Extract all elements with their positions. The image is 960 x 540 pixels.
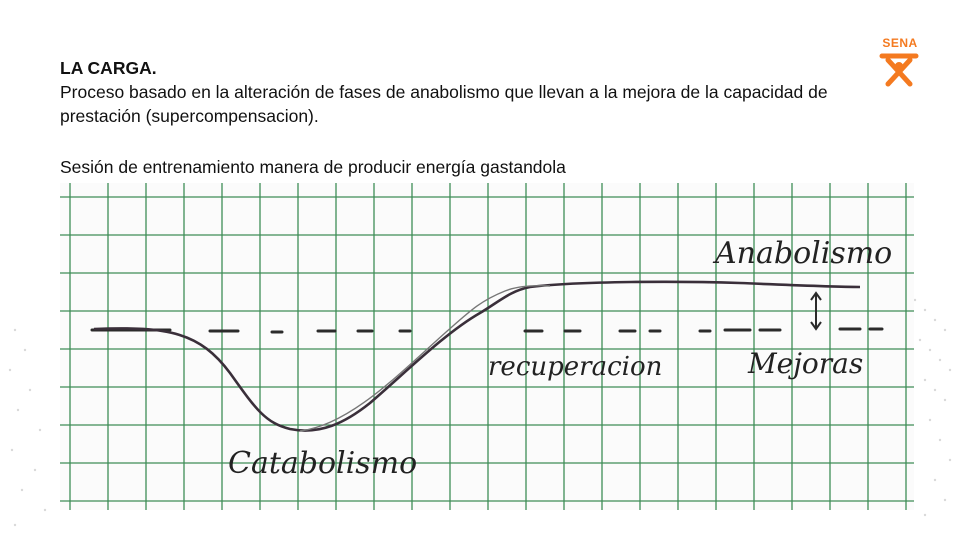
secondary-curve-stroke (299, 285, 551, 432)
label-anabolismo: Anabolismo (712, 236, 892, 271)
slide-subtitle: Sesión de entrenamiento manera de produc… (60, 157, 566, 177)
label-recuperacion: recuperacion (488, 352, 662, 382)
supercompensation-sketch: Anabolismo recuperacion Mejoras Cataboli… (60, 183, 914, 510)
label-catabolismo: Catabolismo (228, 446, 417, 481)
graph-paper-grid (60, 183, 914, 510)
sena-logo-wordmark: SENA (882, 36, 918, 50)
sketch-drawing: Anabolismo recuperacion Mejoras Cataboli… (60, 183, 914, 510)
improvement-arrow (810, 291, 822, 331)
slide-paragraph: Proceso basado en la alteración de fases… (60, 82, 828, 126)
sena-logo-icon (879, 53, 919, 87)
baseline-dashed (90, 327, 884, 334)
sena-logo: SENA (868, 36, 932, 88)
label-mejoras: Mejoras (747, 347, 863, 380)
supercompensation-curve (93, 280, 861, 432)
slide-title: LA CARGA. (60, 58, 157, 78)
slide-text-block: LA CARGA. Proceso basado en la alteració… (60, 56, 860, 128)
